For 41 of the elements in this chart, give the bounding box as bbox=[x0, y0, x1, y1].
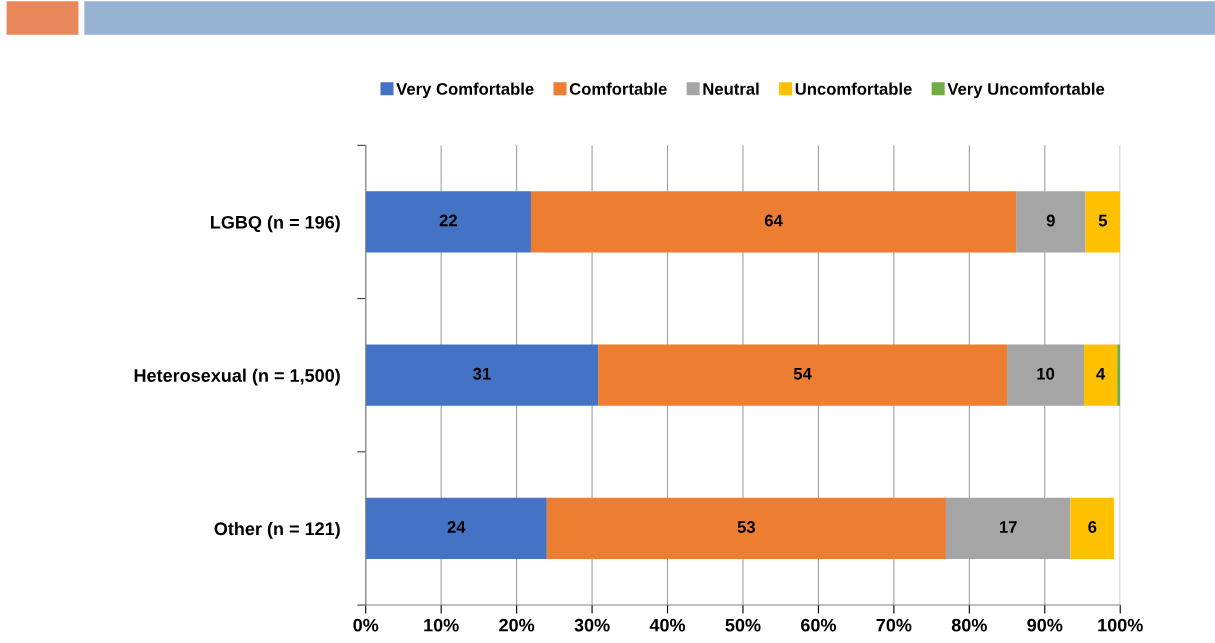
bar bbox=[1117, 344, 1121, 406]
bar bbox=[365, 344, 599, 406]
x-tick-label: 70% bbox=[876, 618, 912, 632]
data-label: 24 bbox=[447, 521, 466, 533]
x-tick-label: 30% bbox=[574, 618, 610, 632]
x-tick-label: 80% bbox=[951, 618, 987, 632]
y-tick-label: Heterosexual (n = 1,500) bbox=[134, 368, 340, 386]
data-label: 4 bbox=[1096, 368, 1106, 380]
data-label: 5 bbox=[1098, 214, 1108, 227]
data-label: 54 bbox=[793, 368, 812, 380]
data-label: 6 bbox=[1088, 521, 1097, 533]
bar bbox=[1085, 191, 1121, 253]
x-tick-label: 50% bbox=[725, 618, 761, 632]
x-tick-label: 0% bbox=[353, 618, 379, 632]
bar bbox=[530, 191, 1017, 253]
legend-label: Uncomfortable bbox=[795, 82, 912, 95]
data-label: 31 bbox=[473, 367, 491, 380]
y-tick-label: Other (n = 121) bbox=[214, 521, 340, 539]
bar bbox=[365, 191, 531, 253]
x-tick-label: 10% bbox=[424, 618, 459, 632]
legend-label: Very Uncomfortable bbox=[947, 82, 1105, 99]
bar bbox=[1084, 344, 1118, 406]
data-label: 9 bbox=[1046, 214, 1055, 227]
x-tick-label: 20% bbox=[499, 618, 535, 632]
legend-label: Very Comfortable bbox=[396, 82, 534, 99]
data-label: 10 bbox=[1037, 367, 1055, 380]
x-tick-label: 60% bbox=[801, 618, 837, 632]
bar bbox=[598, 344, 1008, 406]
x-tick-label: 90% bbox=[1027, 618, 1063, 632]
legend-label: Comfortable bbox=[569, 82, 667, 95]
bar bbox=[1070, 497, 1115, 560]
data-label: 53 bbox=[737, 521, 756, 533]
bar bbox=[546, 497, 946, 560]
data-label: 17 bbox=[999, 521, 1017, 533]
x-tick-label: 100% bbox=[1098, 618, 1143, 632]
data-label: 22 bbox=[439, 214, 457, 227]
y-tick-label: LGBQ (n = 196) bbox=[211, 215, 340, 233]
x-tick-label: 40% bbox=[649, 618, 686, 632]
legend-label: Neutral bbox=[703, 82, 759, 95]
bar bbox=[365, 497, 547, 560]
data-label: 64 bbox=[764, 214, 783, 227]
